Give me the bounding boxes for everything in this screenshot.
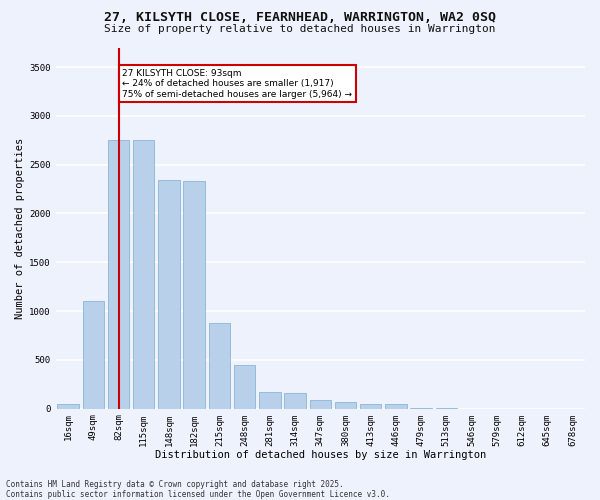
Bar <box>284 392 306 408</box>
Bar <box>335 402 356 408</box>
X-axis label: Distribution of detached houses by size in Warrington: Distribution of detached houses by size … <box>155 450 486 460</box>
Text: 27 KILSYTH CLOSE: 93sqm
← 24% of detached houses are smaller (1,917)
75% of semi: 27 KILSYTH CLOSE: 93sqm ← 24% of detache… <box>122 69 352 99</box>
Bar <box>360 404 382 408</box>
Text: Size of property relative to detached houses in Warrington: Size of property relative to detached ho… <box>104 24 496 34</box>
Bar <box>310 400 331 408</box>
Bar <box>184 181 205 408</box>
Text: Contains HM Land Registry data © Crown copyright and database right 2025.
Contai: Contains HM Land Registry data © Crown c… <box>6 480 390 499</box>
Bar <box>108 140 129 408</box>
Bar <box>58 404 79 408</box>
Bar <box>209 323 230 408</box>
Bar <box>234 365 256 408</box>
Bar <box>385 404 407 408</box>
Text: 27, KILSYTH CLOSE, FEARNHEAD, WARRINGTON, WA2 0SQ: 27, KILSYTH CLOSE, FEARNHEAD, WARRINGTON… <box>104 11 496 24</box>
Bar <box>133 140 154 408</box>
Bar <box>158 180 180 408</box>
Bar <box>83 302 104 408</box>
Bar <box>259 392 281 408</box>
Y-axis label: Number of detached properties: Number of detached properties <box>15 138 25 318</box>
